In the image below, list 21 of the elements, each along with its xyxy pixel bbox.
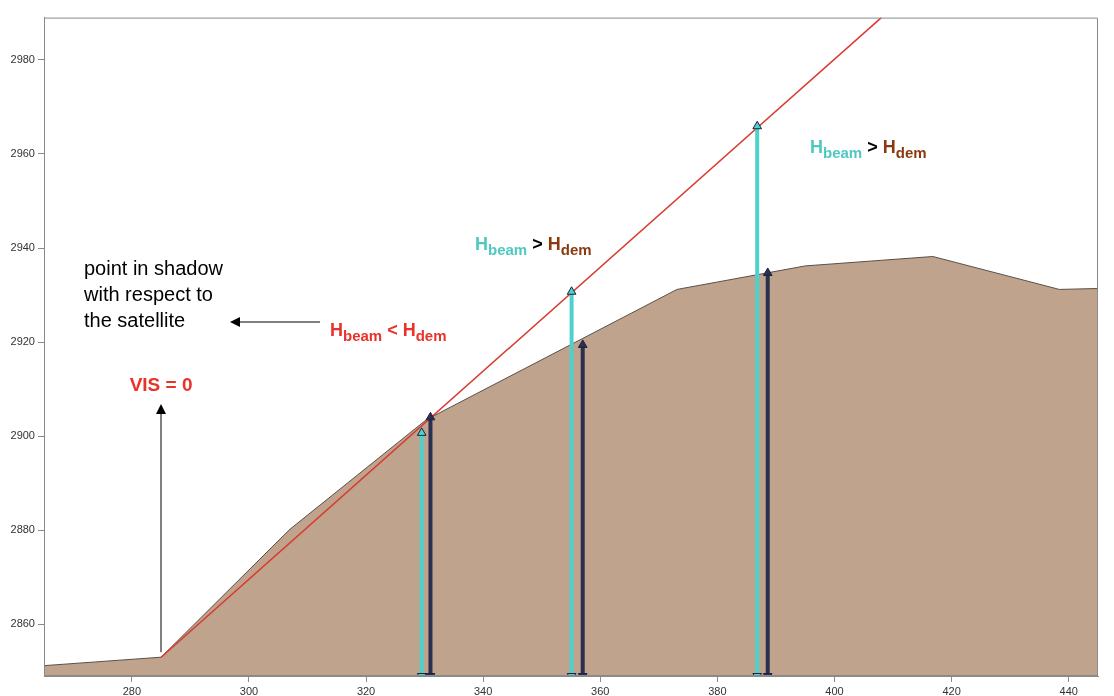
y-tick-label: 2880 <box>10 523 35 536</box>
x-tick-label: 300 <box>239 684 259 696</box>
y-tick-label: 2900 <box>10 429 35 442</box>
y-tick-label: 2860 <box>10 617 35 630</box>
annotation: VIS = 0 <box>128 374 194 396</box>
x-tick-label: 400 <box>825 684 844 696</box>
x-tick-label: 340 <box>473 684 493 696</box>
x-tick-label: 420 <box>942 684 961 696</box>
y-tick-label: 2980 <box>10 52 35 65</box>
y-tick-label: 2940 <box>10 241 35 254</box>
y-tick-label: 2920 <box>10 335 35 348</box>
annotation: H$_{beam}$ < H$_{dem}$ <box>330 319 448 346</box>
x-tick-label: 360 <box>591 684 610 696</box>
x-tick-label: 380 <box>708 684 727 696</box>
x-tick-label: 440 <box>1059 684 1078 696</box>
annotation: H$_{beam}$ > H$_{dem}$ <box>475 234 592 258</box>
x-tick-label: 320 <box>356 684 376 696</box>
annotation: point in shadow with respect to the satellite <box>84 256 224 333</box>
annotation: H$_{beam}$ > H$_{dem}$ <box>810 137 927 161</box>
x-tick-label: 280 <box>122 684 142 696</box>
y-tick-label: 2960 <box>10 147 35 160</box>
